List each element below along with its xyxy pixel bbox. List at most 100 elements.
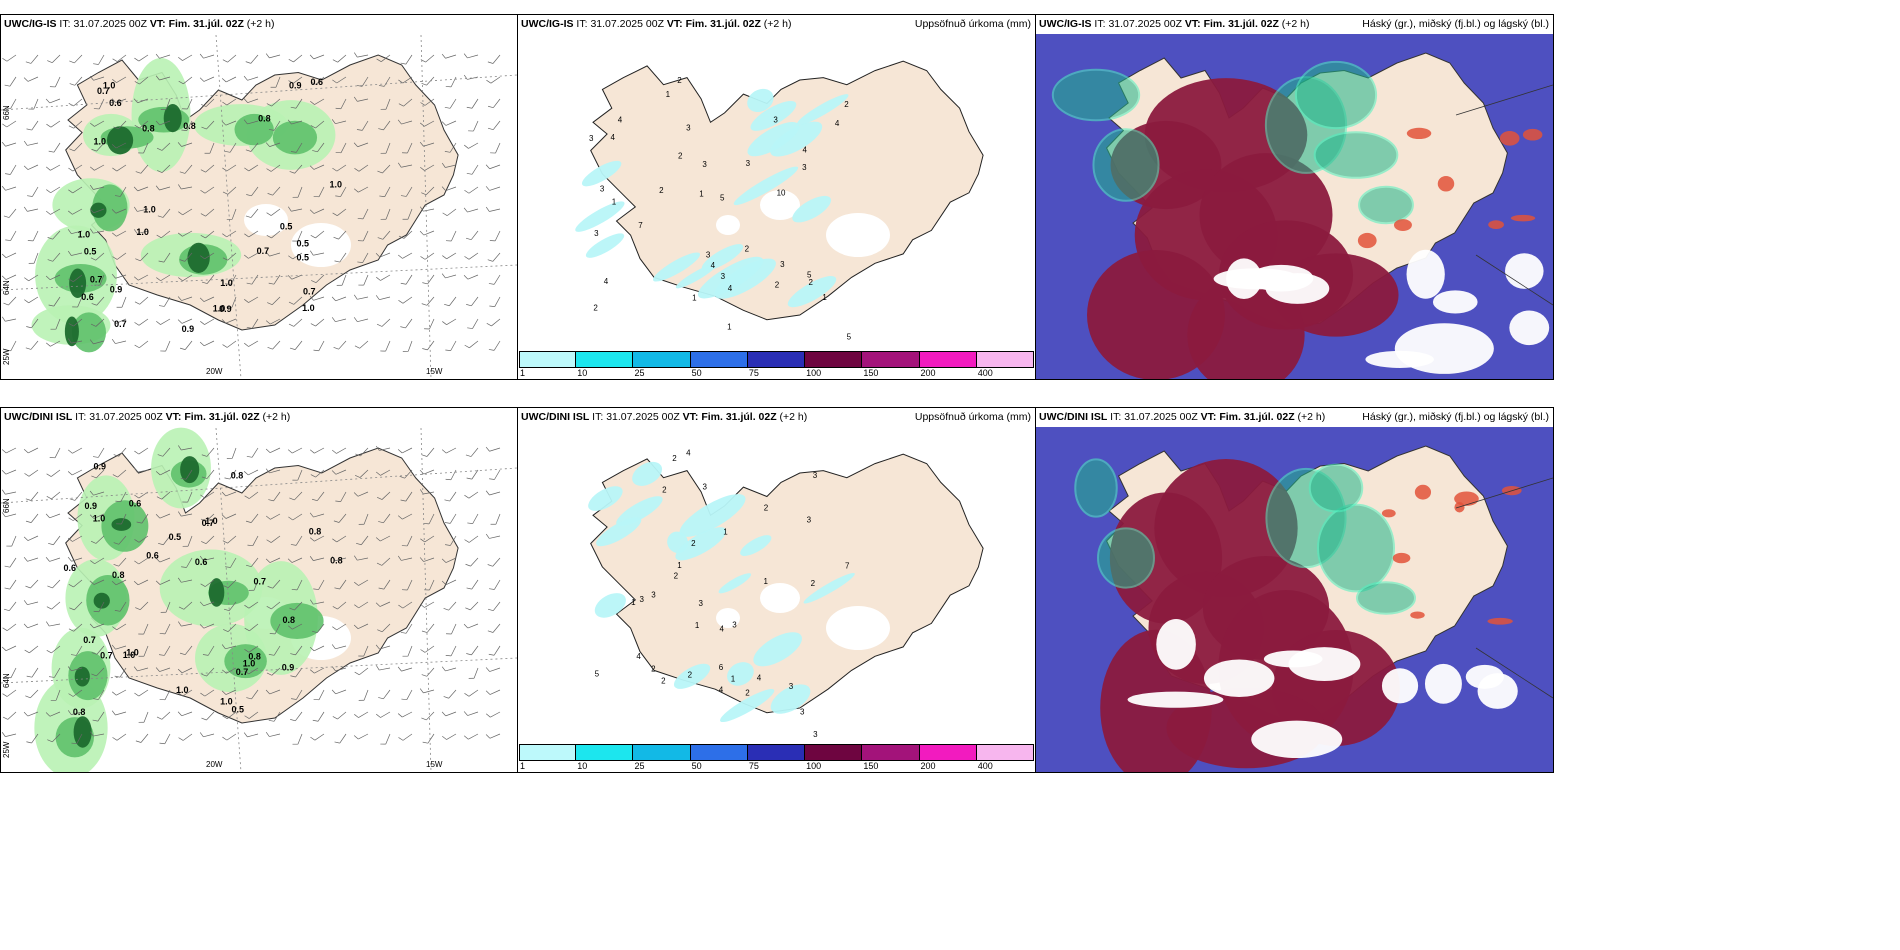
wind-barb (70, 645, 83, 656)
precip-value-label: 0.7 (114, 319, 127, 329)
mid-cloud-area (1437, 176, 1455, 192)
accum-value-label: 1 (677, 561, 682, 570)
wind-barb (200, 208, 215, 217)
accum-area (632, 461, 663, 486)
wind-barb (114, 667, 127, 678)
accum-value-label: 1 (763, 577, 768, 586)
wind-barb (46, 469, 61, 477)
wind-barb (464, 491, 479, 499)
it-label: IT: (75, 411, 87, 423)
accum-value-label: 1 (695, 621, 700, 630)
wind-barb (463, 733, 479, 740)
precip-value-label: 0.6 (195, 557, 208, 567)
wind-barb (50, 318, 61, 330)
wind-barb (331, 644, 347, 650)
wind-barb (155, 75, 171, 81)
precip-value-label: 0.8 (73, 707, 86, 717)
panel-header: UWC/DINI ISL IT: 31.07.2025 00Z VT: Fim.… (1036, 408, 1553, 427)
wind-barb (331, 469, 347, 475)
precip-value-label: 0.9 (84, 501, 97, 511)
wind-barb (354, 579, 369, 586)
wind-barb (444, 98, 457, 109)
wind-barb (289, 491, 303, 501)
precip-value-label: 1.0 (93, 514, 106, 524)
wind-barb (116, 296, 127, 308)
wind-barb (72, 296, 83, 308)
wind-barb (221, 689, 237, 695)
latitude-line (1, 264, 517, 291)
wind-barb (46, 601, 61, 610)
wind-barb (201, 447, 215, 457)
wind-barb (69, 76, 83, 86)
wind-barb (5, 667, 17, 679)
wind-barb (179, 340, 193, 350)
wind-barb (489, 469, 501, 480)
wind-barb (288, 54, 303, 63)
wind-barb (224, 142, 237, 153)
wind-barb (89, 184, 105, 190)
wind-barb (2, 711, 17, 720)
wind-barb (356, 120, 369, 131)
wind-barb (332, 164, 347, 172)
wind-barb (267, 340, 281, 350)
accum-value-label: 2 (688, 671, 693, 680)
wind-barb (309, 54, 325, 60)
wind-barb (376, 711, 391, 718)
wind-barb (69, 54, 83, 64)
wind-barb (93, 54, 105, 65)
wind-barb (159, 623, 171, 635)
wind-barb (289, 164, 303, 174)
wind-barb (134, 535, 149, 543)
precip-value-label: 1.0 (136, 227, 149, 237)
wind-barb (178, 76, 193, 85)
wind-barb (179, 164, 193, 174)
wind-barb (25, 513, 39, 523)
wind-barb (116, 513, 127, 525)
wind-barb (221, 76, 237, 83)
accum-area (653, 252, 701, 282)
wind-barb (375, 601, 391, 607)
wind-barb (243, 75, 259, 81)
wind-barb (1, 512, 17, 518)
wind-barb (200, 491, 215, 499)
mid-cloud-area (1392, 552, 1411, 564)
wind-barb (50, 689, 61, 701)
wind-barb (376, 318, 391, 327)
wind-barb (90, 252, 105, 261)
wind-barb (445, 645, 457, 657)
wind-barb (204, 142, 215, 154)
wind-barb (133, 186, 149, 192)
wind-barb (223, 601, 237, 612)
rain-area-heavy (74, 666, 90, 687)
wind-barb (353, 317, 369, 323)
wind-barb (201, 98, 215, 107)
wind-barb (336, 274, 347, 286)
wind-barb (134, 296, 149, 305)
wind-barb (112, 469, 127, 478)
wind-barb (46, 208, 61, 215)
wind-barb (355, 447, 369, 457)
accum-area (750, 100, 797, 131)
wind-barb (267, 579, 281, 589)
accum-area (747, 88, 774, 113)
wind-barb (378, 689, 391, 700)
wind-barb (45, 711, 61, 717)
wind-barb (485, 186, 501, 191)
accum-value-label: 4 (728, 284, 733, 293)
wind-barb (45, 340, 61, 347)
high-cloud-area (1051, 68, 1141, 122)
accum-value-label: 1 (723, 527, 728, 536)
clear-sky-area (1203, 659, 1275, 698)
wind-barb (357, 208, 369, 220)
precip-value-label: 0.7 (253, 576, 266, 586)
panel-cloud-dini: UWC/DINI ISL IT: 31.07.2025 00Z VT: Fim.… (1035, 407, 1554, 773)
wind-barb (182, 98, 193, 110)
wind-barb (26, 120, 39, 131)
accum-value-label: 3 (639, 595, 644, 604)
precip-value-label: 0.7 (83, 635, 96, 645)
rain-area-moderate (234, 113, 274, 146)
accum-area (727, 662, 754, 686)
wind-barb (312, 711, 325, 722)
wind-barb (133, 206, 149, 212)
clear-sky-area (1509, 310, 1550, 346)
